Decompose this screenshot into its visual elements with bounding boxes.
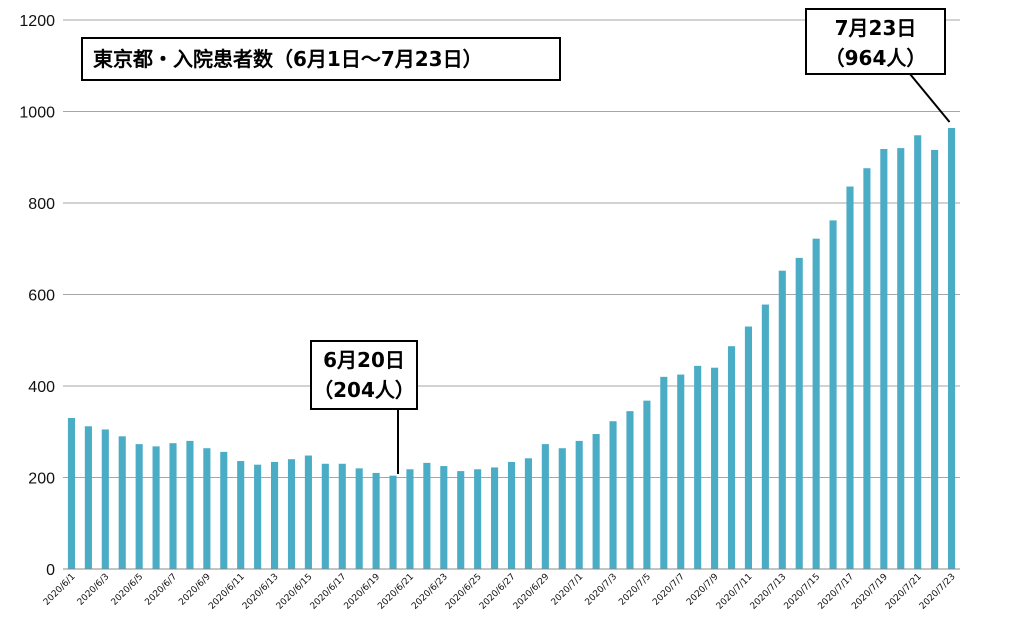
bar	[474, 469, 482, 569]
annotations: 6月20日 （204人） 7月23日 （964人）	[310, 8, 951, 474]
bar	[812, 238, 820, 569]
bar	[321, 463, 329, 569]
bar	[524, 458, 532, 569]
annotation-count: （204人）	[313, 378, 415, 402]
bar	[135, 444, 143, 569]
bar	[67, 418, 76, 569]
annotation-box	[805, 8, 946, 75]
chart-title: 東京都・入院患者数（6月1日～7月23日）	[93, 47, 483, 71]
y-tick-label: 1000	[19, 105, 55, 122]
bar	[744, 326, 752, 569]
bar	[914, 135, 922, 570]
bar	[846, 186, 854, 569]
bar	[237, 461, 245, 569]
bars	[67, 127, 956, 570]
bar	[152, 446, 160, 569]
bar	[254, 464, 262, 569]
bar	[507, 461, 516, 569]
bar	[778, 270, 786, 569]
x-tick-label: 2020/6/7	[143, 572, 179, 608]
bar	[947, 127, 956, 569]
bar	[169, 443, 177, 569]
bar	[660, 376, 668, 569]
annotation-box	[310, 340, 418, 410]
x-tick-label: 2020/7/7	[651, 572, 687, 608]
y-tick-label: 800	[28, 196, 55, 213]
x-tick-label: 2020/7/5	[617, 572, 653, 608]
y-tick-label: 1200	[19, 13, 55, 30]
bar	[643, 400, 651, 569]
bar	[491, 467, 499, 569]
bar	[541, 444, 549, 569]
bar	[677, 374, 685, 569]
bar	[304, 455, 312, 569]
bar	[863, 168, 871, 570]
bar	[931, 149, 939, 569]
y-axis-ticks: 0 200 400 600 800 1000 1200	[19, 13, 55, 579]
bar	[558, 448, 566, 569]
bar	[287, 459, 296, 569]
bar	[406, 469, 414, 569]
annotation-leader	[909, 73, 951, 123]
x-axis-ticks: 2020/6/12020/6/32020/6/52020/6/72020/6/9…	[42, 572, 958, 612]
y-tick-label: 0	[46, 562, 55, 579]
y-tick-label: 600	[28, 288, 55, 305]
bar	[575, 440, 583, 569]
bar	[609, 421, 617, 569]
bar	[795, 257, 803, 569]
x-tick-label: 2020/7/9	[685, 572, 721, 608]
bar	[694, 365, 702, 569]
bar	[389, 475, 397, 569]
bar	[203, 448, 211, 569]
annotation-count: （964人）	[825, 46, 927, 70]
bar	[101, 429, 109, 569]
bar	[440, 466, 448, 569]
bar	[186, 440, 194, 569]
bar	[626, 411, 634, 569]
y-tick-label: 200	[28, 471, 55, 488]
chart-title-box: 東京都・入院患者数（6月1日～7月23日）	[81, 37, 561, 81]
bar	[423, 462, 431, 569]
x-tick-label: 2020/7/1	[550, 572, 586, 608]
bar	[880, 149, 888, 569]
x-tick-label: 2020/7/3	[584, 572, 620, 608]
bar	[220, 451, 228, 569]
bar	[338, 463, 346, 569]
bar	[118, 436, 126, 569]
x-tick-label: 2020/7/23	[918, 572, 958, 612]
bar	[761, 304, 769, 569]
bar	[829, 220, 837, 569]
bar	[897, 148, 905, 569]
bar	[355, 468, 363, 569]
gridlines	[63, 19, 960, 478]
x-tick-label: 2020/6/9	[177, 572, 213, 608]
x-tick-label: 2020/6/5	[110, 572, 146, 608]
bar	[592, 434, 600, 569]
annotation-date: 7月23日	[835, 16, 917, 40]
annotation-date: 6月20日	[323, 348, 405, 372]
bar	[84, 426, 92, 569]
x-tick-label: 2020/6/29	[512, 572, 552, 612]
bar	[457, 471, 465, 569]
bar	[727, 346, 736, 569]
bar	[711, 367, 719, 569]
x-tick-label: 2020/6/3	[76, 572, 112, 608]
bar	[372, 472, 380, 569]
bar	[271, 461, 279, 569]
y-tick-label: 400	[28, 379, 55, 396]
